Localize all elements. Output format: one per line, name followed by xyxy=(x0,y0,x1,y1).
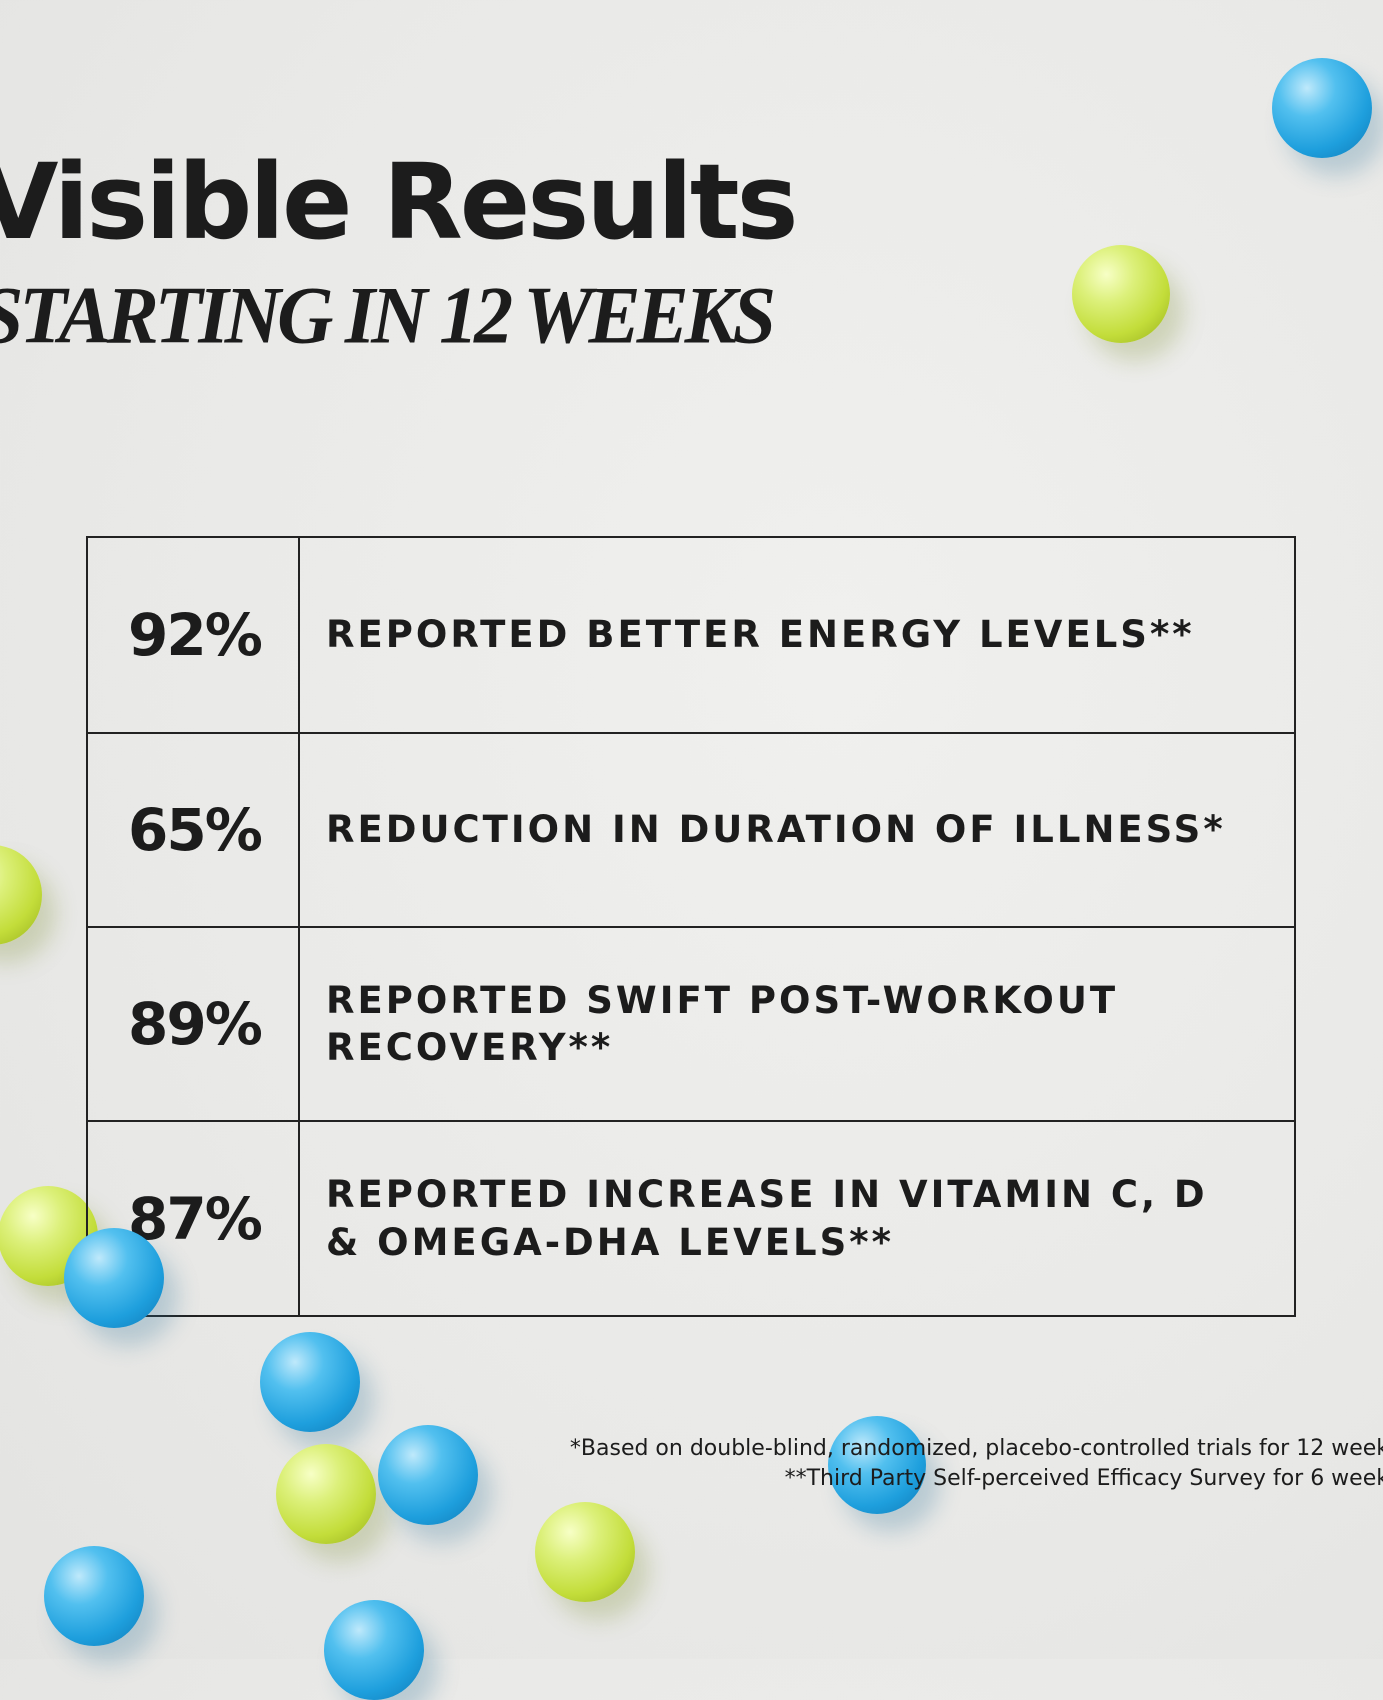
stat-row: 92% REPORTED BETTER ENERGY LEVELS** xyxy=(88,538,1294,734)
stat-label: REDUCTION IN DURATION OF ILLNESS* xyxy=(326,808,1226,852)
stat-label: REPORTED INCREASE IN VITAMIN C, D & OMEG… xyxy=(326,1173,1208,1264)
stat-row: 87% REPORTED INCREASE IN VITAMIN C, D & … xyxy=(88,1122,1294,1315)
lime-ball xyxy=(535,1502,635,1602)
stat-value: 89% xyxy=(88,928,300,1120)
blue-ball xyxy=(378,1425,478,1525)
footnote-study: *Based on double-blind, randomized, plac… xyxy=(569,1436,1383,1461)
stat-row: 89% REPORTED SWIFT POST-WORKOUT RECOVERY… xyxy=(88,928,1294,1122)
stat-row: 65% REDUCTION IN DURATION OF ILLNESS* xyxy=(88,734,1294,928)
footnote-survey: **Third Party Self-perceived Efficacy Su… xyxy=(784,1466,1383,1491)
stat-label: REPORTED SWIFT POST-WORKOUT RECOVERY** xyxy=(326,978,1119,1069)
blue-ball xyxy=(324,1600,424,1700)
stat-label: REPORTED BETTER ENERGY LEVELS** xyxy=(326,613,1195,657)
subheadline: STARTING IN 12 WEEKS xyxy=(0,268,776,361)
lime-ball xyxy=(276,1444,376,1544)
stat-value: 92% xyxy=(88,538,300,732)
stat-value: 65% xyxy=(88,734,300,926)
stat-value: 87% xyxy=(88,1122,300,1315)
blue-ball xyxy=(64,1228,164,1328)
blue-ball xyxy=(828,1416,926,1514)
blue-ball xyxy=(44,1546,144,1646)
lime-ball xyxy=(1072,245,1170,343)
footnotes: *Based on double-blind, randomized, plac… xyxy=(570,1434,1383,1494)
blue-ball xyxy=(1272,58,1372,158)
stats-table: 92% REPORTED BETTER ENERGY LEVELS** 65% … xyxy=(86,536,1296,1317)
blue-ball xyxy=(260,1332,360,1432)
headline: Visible Results xyxy=(0,141,799,263)
lime-ball xyxy=(0,845,42,945)
